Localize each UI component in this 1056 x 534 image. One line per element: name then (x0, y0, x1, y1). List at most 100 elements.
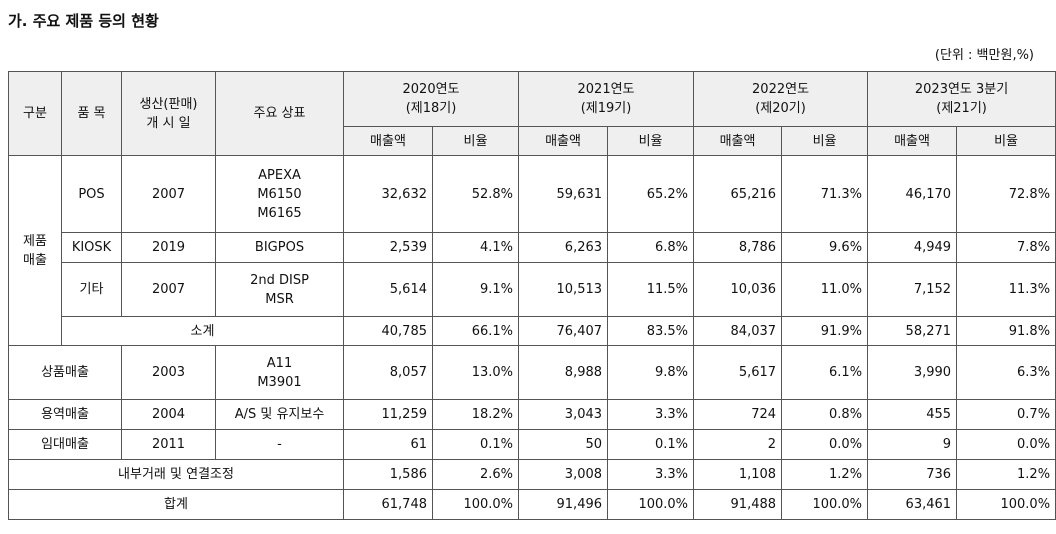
ratio-cell: 0.1% (607, 429, 695, 460)
table-row: KIOSK 2019 BIGPOS 2,539 4.1% 6,263 6.8% … (9, 232, 1056, 263)
sales-cell: 1,586 (343, 459, 433, 490)
item-cell: KIOSK (61, 232, 122, 263)
ratio-cell: 0.0% (781, 429, 869, 460)
table-row: 임대매출 2011 - 61 0.1% 50 0.1% 2 0.0% 9 0.0… (8, 429, 1056, 460)
item-cell: 기타 (61, 262, 122, 317)
sales-cell: 10,036 (693, 262, 783, 317)
header-sales: 매출액 (693, 126, 783, 156)
header-sales: 매출액 (343, 126, 433, 156)
sales-cell: 4,949 (867, 232, 958, 263)
sales-cell: 84,037 (693, 316, 783, 346)
brand-cell: BIGPOS (215, 232, 344, 263)
products-table: 구분 품 목 생산(판매) 개 시 일 주요 상표 2020연도 (제18기) … (8, 71, 1056, 520)
start-cell: 2007 (121, 155, 216, 233)
ratio-cell: 0.1% (431, 429, 520, 460)
start-cell: 2019 (121, 232, 216, 263)
sales-cell: 61 (343, 429, 433, 460)
ratio-cell: 65.2% (607, 155, 695, 233)
ratio-cell: 0.8% (781, 399, 869, 430)
sales-cell: 8,786 (693, 232, 783, 263)
sales-cell: 46,170 (867, 155, 958, 233)
ratio-cell: 1.2% (956, 459, 1056, 490)
header-gubun: 구분 (8, 71, 62, 156)
ratio-cell: 2.6% (431, 459, 520, 490)
brand-cell: A11 M3901 (215, 345, 344, 400)
ratio-cell: 0.0% (956, 429, 1056, 460)
sales-cell: 7,152 (867, 262, 958, 317)
sales-cell: 65,216 (693, 155, 783, 233)
ratio-cell: 83.5% (607, 316, 695, 346)
ratio-cell: 6.3% (956, 345, 1056, 400)
sales-cell: 455 (867, 399, 958, 430)
table-row: 용역매출 2004 A/S 및 유지보수 11,259 18.2% 3,043 … (8, 399, 1056, 430)
sales-cell: 3,008 (518, 459, 609, 490)
category-rental-sales: 임대매출 (8, 429, 122, 460)
sales-cell: 76,407 (518, 316, 609, 346)
start-cell: 2011 (121, 429, 216, 460)
sales-cell: 3,043 (518, 399, 609, 430)
total-row: 합계 61,748 100.0% 91,496 100.0% 91,488 10… (8, 489, 1056, 520)
start-cell: 2004 (121, 399, 216, 430)
category-goods-sales: 상품매출 (8, 345, 122, 400)
ratio-cell: 11.0% (781, 262, 869, 317)
header-brand: 주요 상표 (215, 71, 344, 156)
ratio-cell: 11.3% (956, 262, 1056, 317)
subtotal-label: 소계 (61, 316, 344, 346)
header-item: 품 목 (61, 71, 122, 156)
sales-cell: 91,488 (693, 489, 783, 520)
header-start: 생산(판매) 개 시 일 (121, 71, 216, 156)
sales-cell: 59,631 (518, 155, 609, 233)
sales-cell: 3,990 (867, 345, 958, 400)
ratio-cell: 4.1% (431, 232, 520, 263)
item-cell: POS (61, 155, 122, 233)
header-ratio: 비율 (781, 126, 869, 156)
ratio-cell: 91.9% (781, 316, 869, 346)
ratio-cell: 91.8% (956, 316, 1056, 346)
ratio-cell: 100.0% (607, 489, 695, 520)
header-ratio: 비율 (956, 126, 1056, 156)
sales-cell: 8,057 (343, 345, 433, 400)
sales-cell: 2,539 (343, 232, 433, 263)
ratio-cell: 100.0% (956, 489, 1056, 520)
sales-cell: 724 (693, 399, 783, 430)
ratio-cell: 11.5% (607, 262, 695, 317)
ratio-cell: 6.1% (781, 345, 869, 400)
ratio-cell: 7.8% (956, 232, 1056, 263)
subtotal-row: 소계 40,785 66.1% 76,407 83.5% 84,037 91.9… (9, 316, 1056, 346)
header-ratio: 비율 (431, 126, 520, 156)
ratio-cell: 3.3% (607, 399, 695, 430)
ratio-cell: 9.8% (607, 345, 695, 400)
sales-cell: 32,632 (343, 155, 433, 233)
start-cell: 2007 (121, 262, 216, 317)
sales-cell: 10,513 (518, 262, 609, 317)
ratio-cell: 71.3% (781, 155, 869, 233)
brand-cell: APEXA M6150 M6165 (215, 155, 344, 233)
sales-cell: 2 (693, 429, 783, 460)
ratio-cell: 9.1% (431, 262, 520, 317)
ratio-cell: 52.8% (431, 155, 520, 233)
ratio-cell: 0.7% (956, 399, 1056, 430)
ratio-cell: 100.0% (431, 489, 520, 520)
ratio-cell: 3.3% (607, 459, 695, 490)
unit-note: (단위 : 백만원,%) (934, 48, 1034, 63)
ratio-cell: 66.1% (431, 316, 520, 346)
internal-adjustment-row: 내부거래 및 연결조정 1,586 2.6% 3,008 3.3% 1,108 … (8, 459, 1056, 490)
total-label: 합계 (8, 489, 344, 520)
header-year-2022: 2022연도 (제20기) (693, 71, 869, 127)
sales-cell: 9 (867, 429, 958, 460)
ratio-cell: 100.0% (781, 489, 869, 520)
sales-cell: 6,263 (518, 232, 609, 263)
internal-adjustment-label: 내부거래 및 연결조정 (8, 459, 344, 490)
category-product-sales: 제품 매출 (8, 155, 62, 346)
sales-cell: 61,748 (343, 489, 433, 520)
header-sales: 매출액 (518, 126, 609, 156)
sales-cell: 91,496 (518, 489, 609, 520)
sales-cell: 5,617 (693, 345, 783, 400)
sales-cell: 58,271 (867, 316, 958, 346)
ratio-cell: 13.0% (431, 345, 520, 400)
brand-cell: A/S 및 유지보수 (215, 399, 344, 430)
ratio-cell: 72.8% (956, 155, 1056, 233)
sales-cell: 736 (867, 459, 958, 490)
table-row: 기타 2007 2nd DISP MSR 5,614 9.1% 10,513 1… (9, 262, 1056, 317)
table-row: 상품매출 2003 A11 M3901 8,057 13.0% 8,988 9.… (8, 345, 1056, 400)
